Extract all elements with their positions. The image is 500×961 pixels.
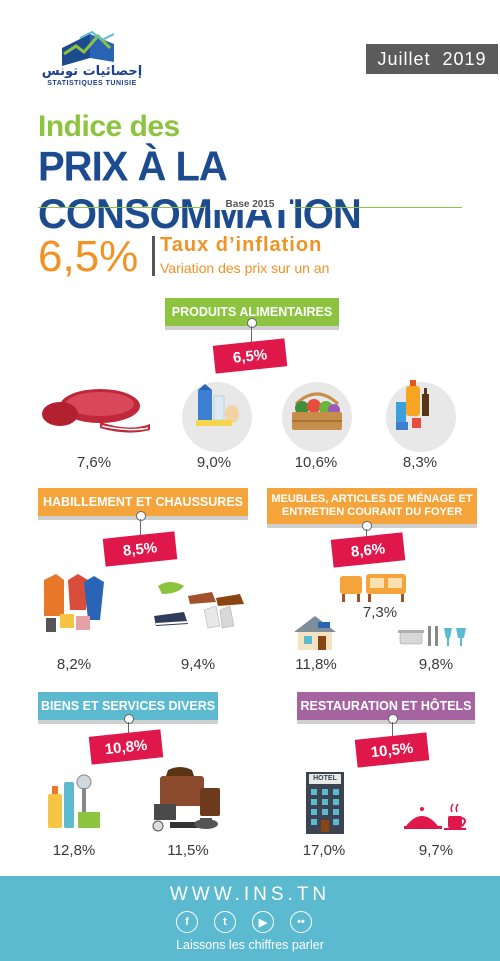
pin-dot — [362, 521, 372, 531]
divider-right — [294, 207, 462, 208]
pin-dot — [124, 714, 134, 724]
logo-french-text: STATISTIQUES TUNISIE — [47, 80, 137, 87]
tag-meubles: 8,6% — [330, 532, 406, 568]
accessories-icon — [152, 767, 220, 832]
hotel-windows-icon — [311, 789, 339, 832]
dining-icon — [404, 803, 466, 830]
pct-beverages: 8,3% — [402, 454, 438, 471]
pin-dot — [247, 318, 257, 328]
pct-clothes: 8,2% — [56, 656, 92, 673]
pct-furniture: 7,3% — [362, 604, 398, 621]
footer — [0, 876, 500, 961]
pin-dot — [388, 714, 398, 724]
title-line2: PRIX À LA CONSOMMATION — [38, 143, 362, 238]
kitchenware-icon — [398, 626, 466, 646]
hotel-building-icon: HOTEL — [306, 772, 344, 834]
inflation-separator — [152, 236, 155, 276]
website-link[interactable]: WWW.INS.TN — [169, 884, 331, 905]
pct-vegetables: 10,6% — [294, 454, 338, 471]
pct-house: 11,8% — [295, 656, 337, 673]
section-label-restauration: RESTAURATION ET HÔTELS — [297, 692, 475, 720]
beverages-icon — [396, 380, 429, 430]
twitter-icon[interactable]: t — [214, 911, 236, 933]
pin-line — [366, 529, 367, 537]
pct-shoes: 9,4% — [180, 656, 216, 673]
logo-arabic-text: إحصائيات تونس — [41, 64, 143, 79]
tag-habillement: 8,5% — [102, 531, 178, 567]
pct-cosmetics: 12,8% — [52, 842, 96, 859]
flickr-icon[interactable]: •• — [290, 911, 312, 933]
tag-biens: 10,8% — [88, 729, 164, 765]
youtube-icon[interactable]: ▶ — [252, 911, 274, 933]
pin-dot — [136, 511, 146, 521]
pin-line — [140, 519, 141, 535]
house-icon — [294, 616, 336, 650]
dairy-icon — [196, 384, 239, 426]
base-year-label: Base 2015 — [210, 199, 290, 210]
pin-line — [251, 326, 252, 342]
divider-left — [38, 207, 206, 208]
ins-logo — [40, 28, 150, 92]
hotel-sign: HOTEL — [309, 774, 341, 784]
pin-line — [392, 722, 393, 736]
pct-meat: 7,6% — [76, 454, 112, 471]
shoes-icon — [154, 582, 244, 629]
pct-hotel: 17,0% — [302, 842, 346, 859]
year-label: 2019 — [442, 48, 487, 69]
pct-kitchenware: 9,8% — [418, 656, 454, 673]
pct-dairy: 9,0% — [196, 454, 232, 471]
pct-dining: 9,7% — [418, 842, 454, 859]
pin-line — [128, 722, 129, 734]
date-badge: Juillet 2019 — [366, 44, 498, 74]
section-label-biens: BIENS ET SERVICES DIVERS — [38, 692, 218, 720]
inflation-subtitle: Variation des prix sur un an — [160, 260, 330, 276]
month-label: Juillet — [377, 48, 431, 69]
inflation-value: 6,5% — [38, 232, 139, 281]
cosmetics-icon — [48, 774, 100, 828]
slogan: Laissons les chiffres parler — [176, 938, 324, 952]
tag-alimentaires: 6,5% — [212, 338, 288, 374]
logo-mark-icon — [62, 30, 115, 66]
section-label-meubles: MEUBLES, ARTICLES DE MÉNAGE ET ENTRETIEN… — [267, 488, 477, 524]
furniture-icon — [340, 574, 406, 602]
meat-icon — [42, 389, 150, 433]
title-line1: Indice des — [38, 110, 180, 143]
tag-restauration: 10,5% — [354, 732, 430, 768]
inflation-title: Taux d’inflation — [160, 234, 323, 256]
pct-accessories: 11,5% — [167, 842, 209, 859]
clothes-icon — [44, 574, 104, 632]
vegetable-basket-icon — [292, 392, 342, 430]
facebook-icon[interactable]: f — [176, 911, 198, 933]
